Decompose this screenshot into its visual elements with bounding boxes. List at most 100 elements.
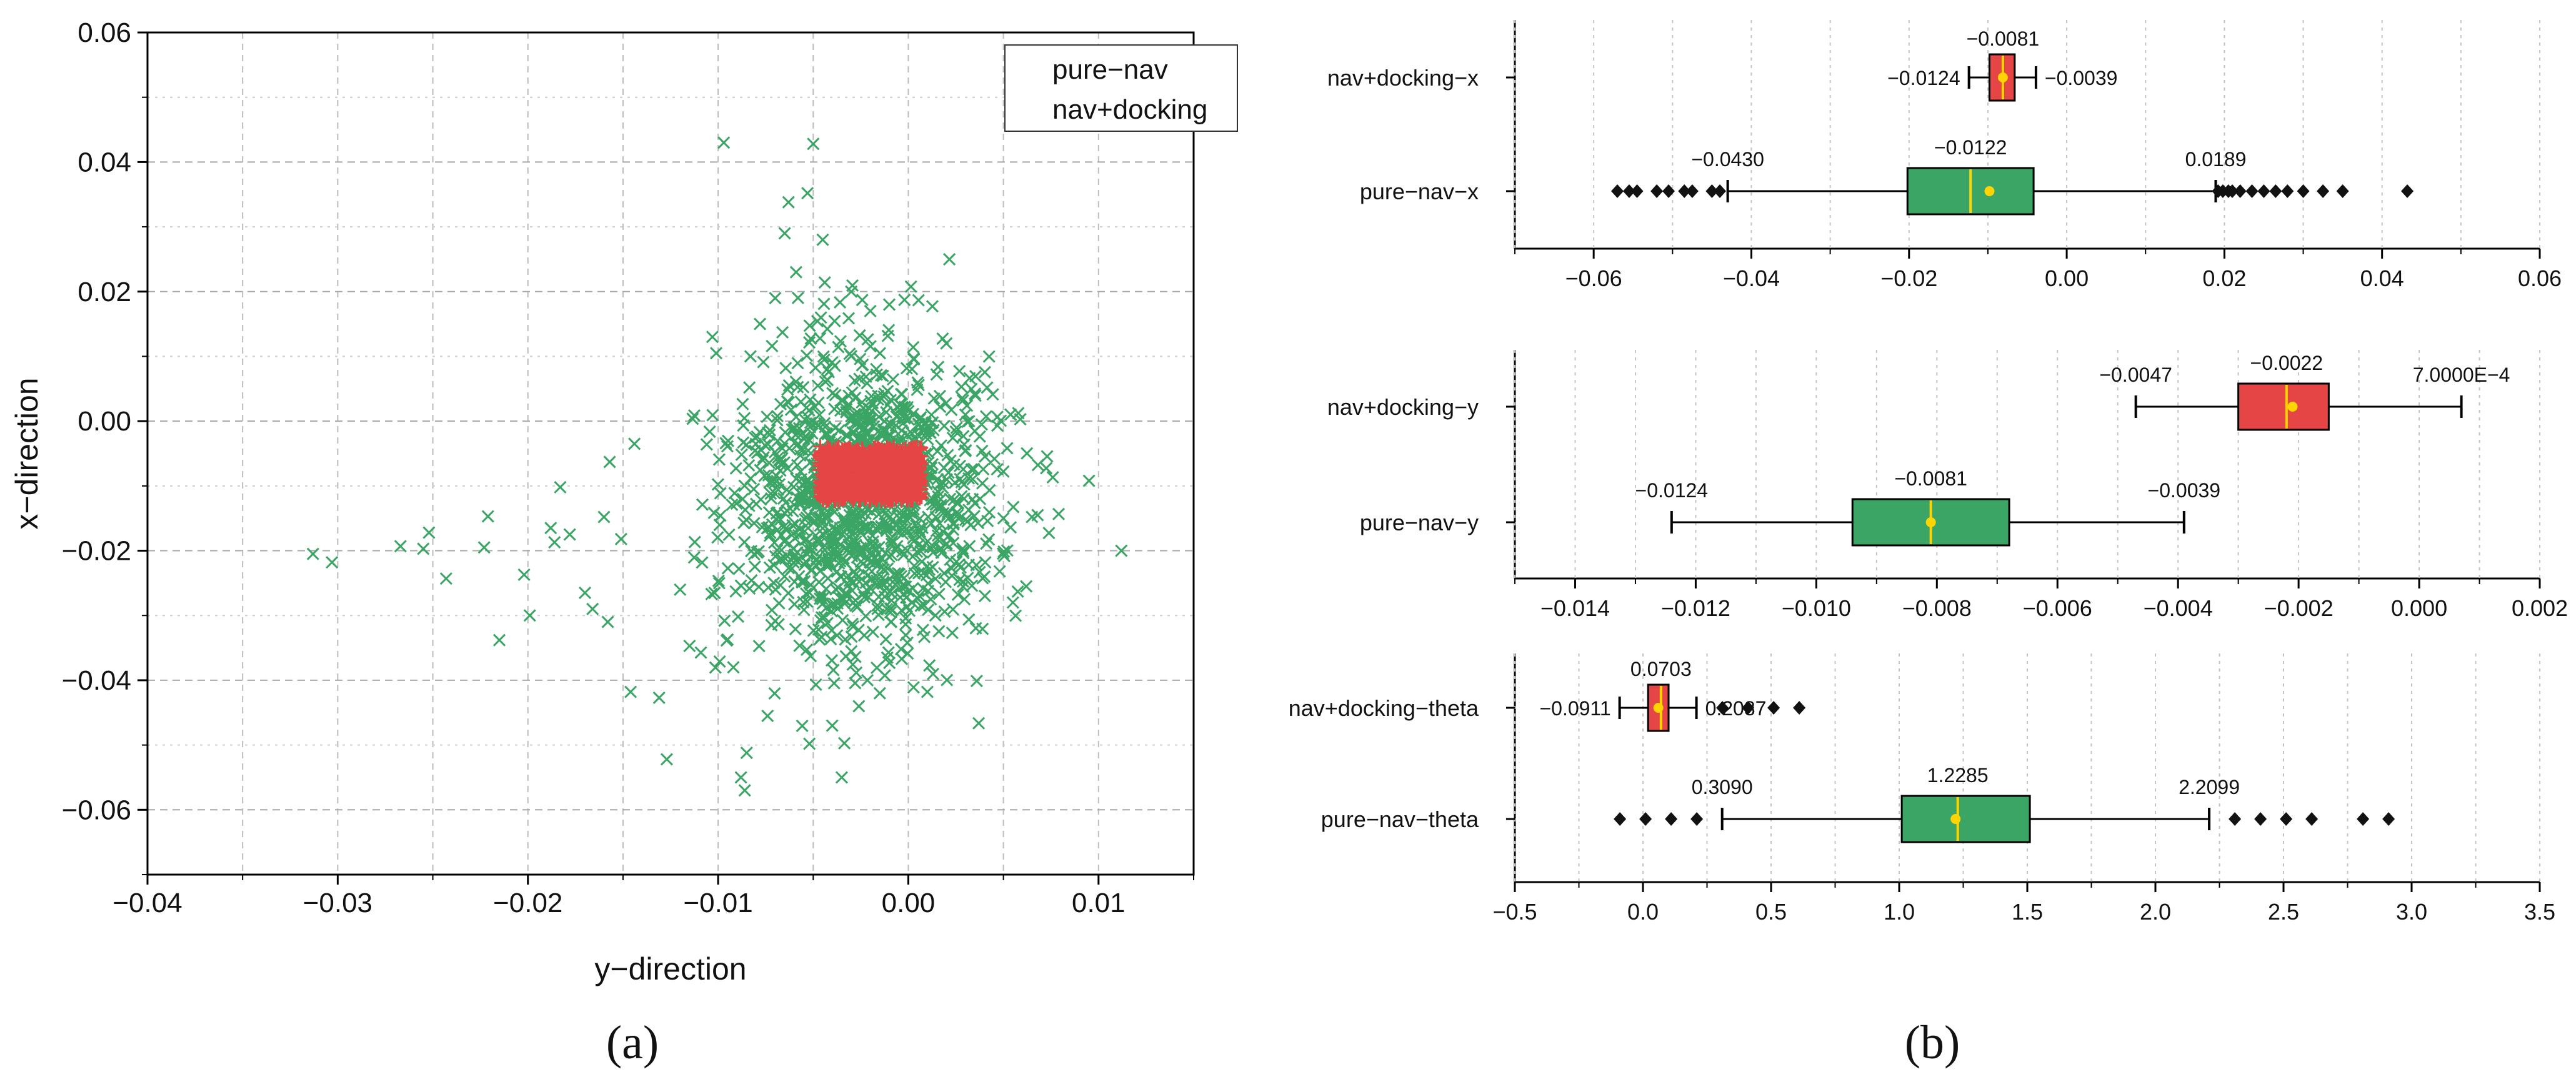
pure-nav-point xyxy=(846,584,859,597)
nav-docking-point xyxy=(857,487,871,502)
pure-nav-point xyxy=(821,362,834,376)
scatter-ytick-label: 0.04 xyxy=(77,147,131,177)
pure-nav-point xyxy=(765,603,779,617)
pure-nav-point xyxy=(953,364,966,378)
pure-nav-point xyxy=(832,424,846,437)
box-panel-1-xtick-label: 0.06 xyxy=(2518,266,2562,291)
pure-nav-point xyxy=(853,329,866,342)
pure-nav-point xyxy=(756,520,769,534)
pure-nav-point xyxy=(981,514,994,528)
pure-nav-point xyxy=(825,653,839,667)
pure-nav-point xyxy=(842,398,856,411)
pure-nav-point xyxy=(962,504,976,517)
nav-docking-point xyxy=(898,489,912,504)
pure-nav-point xyxy=(929,498,943,511)
pure-nav-point xyxy=(957,580,970,593)
pure-nav-point xyxy=(721,440,734,453)
pure-nav-point xyxy=(931,529,944,542)
pure-nav-point xyxy=(778,227,791,240)
pure-nav-point xyxy=(749,497,763,510)
pure-nav-point xyxy=(886,587,899,600)
box-panel-1-box-1-mean xyxy=(1984,186,1995,196)
pure-nav-point xyxy=(1001,544,1014,557)
pure-nav-point xyxy=(769,583,782,596)
pure-nav-point xyxy=(932,625,946,638)
pure-nav-point xyxy=(706,409,719,422)
box-panel-1-box-1-median-label: −0.0122 xyxy=(1934,136,2007,159)
pure-nav-point xyxy=(997,512,1010,525)
pure-nav-point xyxy=(743,582,756,595)
pure-nav-point xyxy=(586,602,599,615)
pure-nav-point xyxy=(789,266,802,279)
box-panel-1-box-1-outlier xyxy=(1611,184,1624,198)
pure-nav-point xyxy=(738,479,751,492)
pure-nav-point xyxy=(926,300,939,313)
pure-nav-point xyxy=(856,396,869,409)
pure-nav-point xyxy=(926,458,939,471)
pure-nav-point xyxy=(713,655,726,668)
pure-nav-point xyxy=(946,626,959,640)
pure-nav-point xyxy=(916,623,929,637)
pure-nav-point xyxy=(805,539,818,552)
pure-nav-point xyxy=(712,453,726,466)
pure-nav-point xyxy=(907,681,920,694)
pure-nav-point xyxy=(706,330,719,344)
box-panel-2-box-0-mean xyxy=(2287,402,2298,412)
scatter-frame xyxy=(146,31,1195,876)
pure-nav-point xyxy=(876,572,889,585)
pure-nav-point xyxy=(849,535,862,548)
pure-nav-point xyxy=(885,548,898,562)
pure-nav-point xyxy=(814,614,827,627)
pure-nav-point xyxy=(683,639,696,653)
pure-nav-point xyxy=(1046,470,1059,484)
box-panel-3-box-1-outlier xyxy=(2254,812,2267,826)
pure-nav-point xyxy=(963,372,976,385)
pure-nav-point xyxy=(878,507,891,520)
pure-nav-point xyxy=(962,613,976,626)
box-panel-3-xtick-label: 0.0 xyxy=(1627,899,1659,925)
pure-nav-point xyxy=(1009,609,1022,622)
pure-nav-point xyxy=(814,588,827,602)
pure-nav-point xyxy=(881,651,894,664)
pure-nav-point xyxy=(747,482,761,495)
pure-nav-point xyxy=(732,562,746,575)
pure-nav-point xyxy=(812,575,826,588)
pure-nav-point xyxy=(761,438,774,451)
pure-nav-point xyxy=(897,548,910,562)
pure-nav-point xyxy=(882,324,896,337)
pure-nav-point xyxy=(787,527,800,540)
pure-nav-point xyxy=(849,677,862,690)
pure-nav-point xyxy=(868,401,881,415)
pure-nav-point xyxy=(976,622,989,635)
box-panel-2-xtick-label: −0.006 xyxy=(2023,595,2092,621)
pure-nav-point xyxy=(859,576,872,590)
pure-nav-point xyxy=(813,409,826,422)
pure-nav-point xyxy=(997,545,1011,558)
pure-nav-point xyxy=(766,518,779,531)
pure-nav-point xyxy=(827,520,840,534)
pure-nav-point xyxy=(834,295,847,309)
pure-nav-point xyxy=(962,472,976,485)
pure-nav-point xyxy=(1004,521,1017,534)
pure-nav-point xyxy=(812,537,826,550)
pure-nav-point xyxy=(895,652,908,665)
pure-nav-point xyxy=(957,462,970,476)
pure-nav-point xyxy=(940,337,953,350)
pure-nav-point xyxy=(914,410,927,424)
pure-nav-point xyxy=(873,687,886,700)
pure-nav-point xyxy=(789,622,802,636)
pure-nav-point xyxy=(873,347,887,360)
scatter-ytick-label: 0.00 xyxy=(77,406,131,437)
pure-nav-point xyxy=(991,410,1004,424)
pure-nav-point xyxy=(777,492,790,505)
box-panel-2-box-0-low-label: −0.0047 xyxy=(2099,364,2172,386)
pure-nav-point xyxy=(791,357,804,370)
box-panel-1-box-1-outlier xyxy=(2336,184,2349,198)
pure-nav-point xyxy=(1115,544,1128,557)
nav-docking-point xyxy=(814,453,829,467)
pure-nav-point xyxy=(804,650,817,663)
pure-nav-point xyxy=(842,312,856,325)
pure-nav-point xyxy=(991,419,1004,432)
box-panel-3-box-1-low-label: 0.3090 xyxy=(1692,776,1753,798)
pure-nav-point xyxy=(738,412,751,425)
